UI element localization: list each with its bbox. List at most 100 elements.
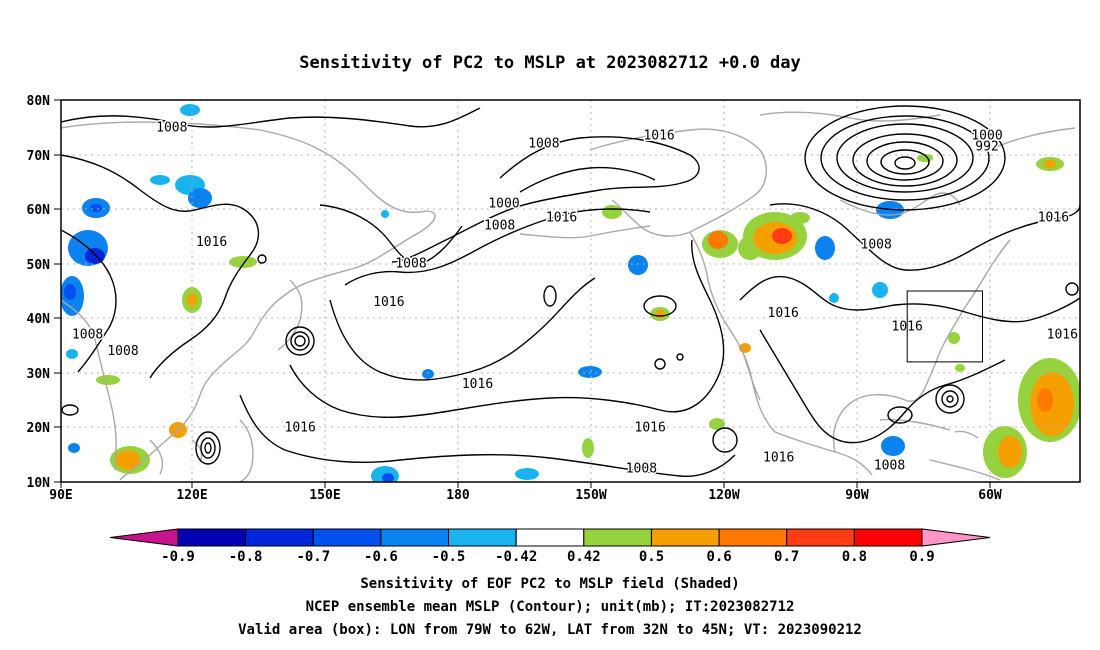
contour-line [319,204,463,265]
lat-tick-label: 30N [27,367,51,382]
contour-ring [935,384,965,414]
contour-label: 1016 [635,420,666,435]
lon-tick-label: 90E [49,488,72,503]
longitude-labels: 90E 120E 150E 180 150W 120W 90W 60W [49,488,1002,503]
contour-line [61,154,260,379]
contour-line [329,277,596,381]
negative-sensitivity-area [815,236,835,260]
negative-sensitivity-area [872,282,888,298]
north-america-east-coastline [832,239,1011,453]
caption-line-1: Sensitivity of EOF PC2 to MSLP field (Sh… [360,576,739,592]
contour-label: 1016 [768,306,799,321]
lon-tick-label: 180 [446,488,470,503]
negative-sensitivity-area [578,366,602,378]
contour-line [239,394,736,477]
colorbar-level-label: -0.7 [296,549,330,565]
positive-sensitivity-area [790,212,810,224]
asia-coastline [61,121,436,481]
lon-tick-label: 60W [978,488,1002,503]
lon-tick-label: 150W [575,488,606,503]
positive-sensitivity-core [116,450,140,470]
greenland-coastline [989,127,1076,151]
negative-sensitivity-area [881,436,905,456]
contour-label: 1008 [874,459,905,474]
negative-sensitivity-area [422,369,434,379]
negative-sensitivity-area [188,188,212,208]
colorbar-level-label: 0.42 [567,549,601,565]
lat-tick-label: 20N [27,421,51,436]
colorbar-under-triangle [109,528,179,547]
philippines-coastline [239,419,254,482]
contour-line [289,239,725,418]
contour-label: 1016 [1038,210,1069,225]
valid-area-box [906,290,984,363]
negative-sensitivity-area [180,104,200,116]
negative-sensitivity-core [382,473,394,482]
negative-sensitivity-core [90,204,102,212]
contour-label: 1008 [861,238,892,253]
colorbar-segment [515,528,585,547]
lat-tick-label: 70N [27,149,51,164]
contour-ring [290,331,310,351]
contour-label: 1008 [72,328,103,343]
colorbar-level-label: 0.8 [842,549,867,565]
contour-label: 1016 [763,450,794,465]
negative-sensitivity-area [150,175,170,185]
contour-ring [880,149,930,175]
colorbar-segment [177,528,247,547]
lon-tick-label: 150E [309,488,340,503]
longitude-axis [60,482,991,488]
contour-ring [543,285,557,307]
japan-coastline [277,279,303,351]
colorbar-segment [312,528,382,547]
hainan-coastline [149,439,164,475]
contour-line [769,203,1080,271]
contour-label: 1008 [107,344,138,359]
positive-sensitivity-area [955,364,965,372]
positive-sensitivity-area [96,375,120,385]
contour-ring [941,390,959,408]
contour-ring [1065,282,1079,296]
colorbar-level-label: -0.42 [495,549,537,565]
contour-label: 1008 [528,137,559,152]
colorbar-segment [651,528,720,547]
colorbar-level-label: 0.6 [706,549,731,565]
positive-sensitivity-core [655,310,665,318]
colorbar-segment [380,528,449,547]
contour-ring [200,437,216,459]
colorbar-level-label: 0.9 [909,549,934,565]
contour-line [61,107,481,128]
positive-sensitivity-core [1044,160,1056,168]
contour-ring [836,123,974,193]
contour-ring [852,133,958,187]
colorbar-segment [583,528,652,547]
contour-label: 1016 [546,210,577,225]
alaska-coastline [589,128,767,237]
south-asia-coastline [61,299,117,471]
lon-tick-label: 90W [845,488,869,503]
contour-label: 1016 [643,129,674,144]
mslp-contours [61,105,1080,477]
contour-ring [887,406,913,424]
colorbar-level-label: -0.6 [364,549,398,565]
contour-line [61,229,117,373]
positive-sensitivity-core [772,228,792,244]
negative-sensitivity-area [68,443,80,453]
colorbar-level-label: 0.7 [774,549,799,565]
colorbar-level-label: -0.5 [432,549,466,565]
colorbar-over-triangle [921,528,991,547]
contour-label: 992 [975,139,998,154]
contour-ring [804,105,1006,211]
arctic-islands-coastline [759,111,941,122]
latitude-axis [54,99,61,483]
lon-tick-label: 120W [708,488,739,503]
colorbar-segment [245,528,314,547]
contour-line [739,275,1080,323]
baja-coastline [741,349,761,401]
aleutians-coastline [519,225,651,239]
positive-sensitivity-area [948,332,960,344]
contour-label: 1008 [156,120,187,135]
contour-label: 1016 [462,377,493,392]
contour-labels: 1008101610081000992100010081016101610081… [70,119,1079,478]
